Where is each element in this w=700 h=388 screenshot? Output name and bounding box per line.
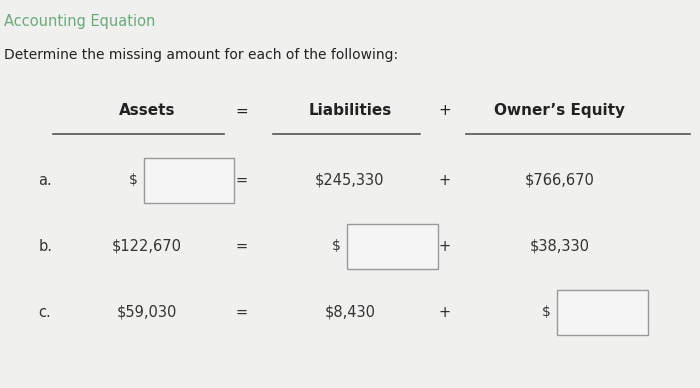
- Text: $245,330: $245,330: [315, 173, 385, 188]
- Text: Determine the missing amount for each of the following:: Determine the missing amount for each of…: [4, 48, 398, 62]
- Text: +: +: [438, 239, 451, 254]
- FancyBboxPatch shape: [346, 224, 438, 268]
- Text: $8,430: $8,430: [325, 305, 375, 320]
- Text: Assets: Assets: [119, 103, 175, 118]
- Text: +: +: [438, 173, 451, 188]
- Text: c.: c.: [38, 305, 51, 320]
- Text: +: +: [438, 305, 451, 320]
- Text: Liabilities: Liabilities: [309, 103, 391, 118]
- Text: =: =: [235, 305, 248, 320]
- Text: Accounting Equation: Accounting Equation: [4, 14, 155, 29]
- Text: $: $: [542, 305, 551, 319]
- Text: $122,670: $122,670: [112, 239, 182, 254]
- Text: $38,330: $38,330: [530, 239, 590, 254]
- Text: b.: b.: [38, 239, 52, 254]
- Text: a.: a.: [38, 173, 52, 188]
- Text: Owner’s Equity: Owner’s Equity: [494, 103, 626, 118]
- Text: $: $: [332, 239, 341, 253]
- Text: $: $: [129, 173, 138, 187]
- Text: =: =: [235, 103, 248, 118]
- FancyBboxPatch shape: [144, 158, 235, 203]
- Text: $59,030: $59,030: [117, 305, 177, 320]
- Text: $766,670: $766,670: [525, 173, 595, 188]
- Text: =: =: [235, 173, 248, 188]
- FancyBboxPatch shape: [556, 290, 648, 334]
- Text: +: +: [438, 103, 451, 118]
- Text: =: =: [235, 239, 248, 254]
